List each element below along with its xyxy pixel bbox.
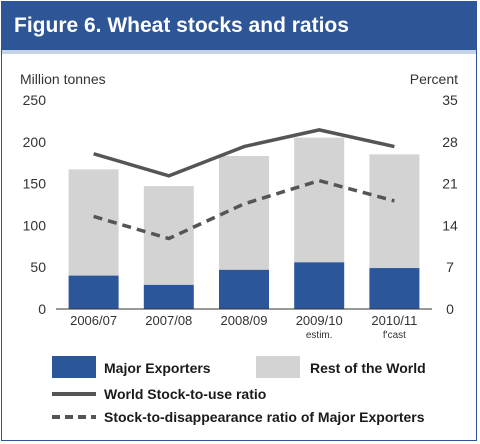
line-layer bbox=[93, 128, 395, 241]
legend-label-rest-of-world: Rest of the World bbox=[310, 360, 426, 376]
y-right-tick-label: 28 bbox=[442, 134, 458, 150]
legend: Major Exporters Rest of the World World St… bbox=[52, 356, 426, 425]
bar-rest-of-world bbox=[369, 154, 420, 269]
x-tick-sublabel: estim. bbox=[306, 330, 333, 341]
bar-rest-of-world bbox=[294, 137, 345, 263]
y-left-tick-label: 150 bbox=[23, 176, 47, 192]
legend-label-major-exporters: Major Exporters bbox=[104, 360, 211, 376]
x-tick-sublabel: f'cast bbox=[383, 330, 406, 341]
x-tick-label: 2008/09 bbox=[221, 313, 268, 328]
x-tick-label: 2006/07 bbox=[70, 313, 117, 328]
y-right-tick-label: 7 bbox=[446, 259, 454, 275]
x-tick-label: 2010/11 bbox=[371, 313, 417, 328]
y-axis-right-label: Percent bbox=[410, 71, 458, 87]
legend-swatch-rest-of-world bbox=[256, 356, 300, 378]
header-divider bbox=[2, 50, 476, 54]
x-tick-label: 2009/10 bbox=[296, 313, 343, 328]
x-tick-label: 2007/08 bbox=[145, 313, 192, 328]
y-axis-left-label: Million tonnes bbox=[20, 71, 106, 87]
y-right-tick-label: 35 bbox=[442, 92, 458, 108]
figure-header: Figure 6. Wheat stocks and ratios bbox=[2, 2, 476, 50]
y-right-tick-label: 21 bbox=[442, 176, 458, 192]
line-major-exporters-ratio bbox=[93, 178, 395, 241]
y-left-tick-label: 50 bbox=[30, 259, 46, 275]
y-left-tick-label: 100 bbox=[23, 217, 47, 233]
legend-label-world-ratio: World Stock-to-use ratio bbox=[104, 386, 266, 402]
axes-layer: 0 50 100 150 200 250 0 7 14 21 28 35 2006/07 2007/08 2… bbox=[23, 92, 458, 341]
bar-major-exporters bbox=[143, 284, 194, 309]
figure-title: Figure 6. Wheat stocks and ratios bbox=[14, 14, 349, 37]
bar-layer bbox=[68, 137, 420, 309]
bar-rest-of-world bbox=[143, 186, 194, 285]
bar-major-exporters bbox=[68, 275, 119, 309]
line-world-stock-to-use bbox=[93, 128, 395, 178]
y-right-tick-label: 0 bbox=[446, 301, 454, 317]
bar-major-exporters bbox=[219, 269, 269, 309]
bar-major-exporters bbox=[294, 262, 345, 309]
y-left-tick-label: 200 bbox=[23, 134, 47, 150]
bar-major-exporters bbox=[369, 268, 420, 309]
y-right-tick-label: 14 bbox=[442, 217, 458, 233]
legend-label-exporters-ratio: Stock-to-disappearance ratio of Major Ex… bbox=[104, 409, 425, 425]
y-left-tick-label: 0 bbox=[38, 301, 46, 317]
y-left-tick-label: 250 bbox=[23, 92, 47, 108]
legend-swatch-major-exporters bbox=[52, 356, 96, 378]
